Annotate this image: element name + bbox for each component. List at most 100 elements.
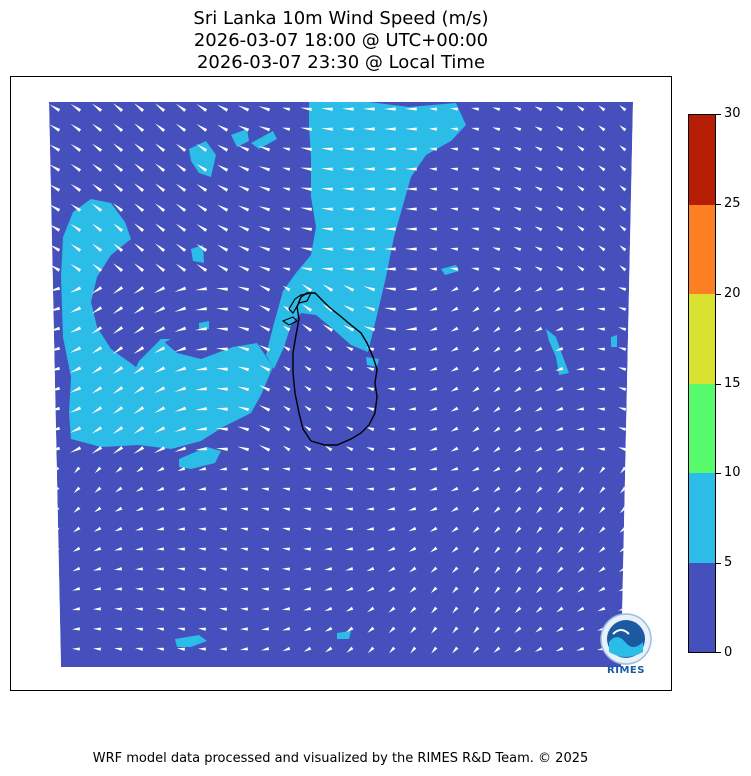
wind-arrow (430, 566, 438, 573)
wind-arrow (196, 224, 208, 232)
wind-arrow (237, 286, 250, 292)
colorbar-tick (716, 114, 721, 115)
wind-arrow (196, 144, 208, 152)
wind-arrow (156, 466, 165, 472)
wind-arrow (237, 346, 250, 352)
wind-arrow (321, 267, 333, 271)
wind-area-west (61, 199, 273, 449)
wind-arrow (219, 607, 227, 611)
wind-arrow (154, 386, 166, 394)
wind-arrow (387, 526, 396, 531)
wind-arrow (219, 647, 227, 651)
wind-arrow (237, 306, 250, 312)
wind-arrow (577, 526, 585, 534)
wind-arrow (156, 607, 165, 611)
wind-arrow (577, 185, 585, 192)
wind-arrow (70, 103, 82, 112)
wind-arrow (70, 203, 82, 212)
wind-arrow (114, 546, 123, 551)
wind-arrow (513, 266, 522, 272)
wind-arrow (471, 446, 480, 453)
wind-arrow (198, 647, 206, 651)
wind-arrow (536, 526, 543, 534)
wind-arrow (384, 187, 396, 191)
wind-arrow (49, 124, 61, 132)
wind-arrow (556, 606, 564, 613)
wind-arrow (49, 204, 61, 212)
wind-arrow (429, 247, 437, 251)
wind-arrow (237, 245, 250, 252)
wind-arrow (91, 183, 103, 192)
wind-arrow (471, 326, 480, 333)
wind-arrow (196, 204, 208, 212)
wind-arrow (405, 207, 417, 211)
wind-arrow (303, 626, 312, 632)
wind-arrow (195, 447, 207, 451)
wind-arrow (513, 326, 522, 333)
wind-arrow (282, 507, 291, 511)
wind-arrow (70, 163, 82, 172)
wind-arrow (384, 167, 396, 171)
colorbar-bin-15-20 (689, 294, 715, 384)
wind-arrow (384, 147, 396, 151)
wind-arrow (387, 467, 395, 471)
wind-arrow (342, 187, 354, 191)
wind-arrow (555, 286, 564, 291)
wind-arrow (387, 507, 396, 511)
wind-arrow (619, 125, 627, 132)
wind-arrow (346, 626, 354, 633)
wind-arrow (408, 427, 416, 431)
wind-arrow (515, 546, 522, 554)
wind-arrow (196, 264, 208, 272)
wind-arrow (177, 527, 185, 531)
wind-arrow (324, 587, 333, 591)
wind-arrow (555, 145, 564, 152)
wind-arrow (342, 207, 354, 211)
wind-arrow (345, 507, 353, 511)
wind-arrow (471, 207, 480, 211)
wind-arrow (408, 407, 416, 411)
wind-arrow (113, 123, 124, 132)
wind-arrow (619, 245, 627, 252)
wind-arrow (70, 123, 82, 132)
wind-arrow (576, 307, 584, 311)
wind-arrow (216, 307, 228, 311)
wind-arrow (493, 626, 501, 634)
wind-arrow (514, 626, 522, 633)
wind-arrow (133, 446, 145, 454)
wind-arrow (513, 366, 522, 373)
wind-arrow (515, 526, 522, 534)
wind-arrow (598, 546, 606, 553)
wind-arrow (513, 426, 522, 433)
wind-arrow (363, 207, 375, 211)
wind-arrow (597, 407, 605, 411)
wind-arrow (304, 345, 312, 352)
wind-arrow (72, 627, 80, 631)
wind-arrow (198, 587, 207, 591)
wind-arrow (597, 427, 605, 431)
wind-arrow (535, 606, 543, 613)
wind-arrow (387, 387, 395, 391)
wind-arrow (282, 587, 290, 591)
wind-arrow (598, 225, 606, 232)
wind-arrow (577, 125, 585, 132)
wind-arrow (300, 207, 312, 212)
wind-arrow (72, 586, 81, 591)
wind-arrow (405, 127, 417, 131)
wind-arrow (405, 187, 417, 191)
wind-arrow (534, 106, 543, 112)
wind-patch (179, 447, 221, 469)
wind-arrow (345, 566, 354, 571)
wind-arrow (597, 367, 605, 371)
wind-arrow (345, 366, 354, 372)
wind-arrow (49, 184, 61, 192)
wind-area-north (266, 102, 466, 369)
wind-arrow (555, 446, 564, 451)
wind-arrow (134, 263, 145, 272)
wind-arrow (258, 106, 271, 112)
wind-arrow (112, 386, 124, 395)
wind-arrow (597, 586, 606, 592)
wind-arrow (321, 127, 333, 131)
wind-arrow (429, 386, 438, 391)
wind-arrow (217, 144, 229, 152)
